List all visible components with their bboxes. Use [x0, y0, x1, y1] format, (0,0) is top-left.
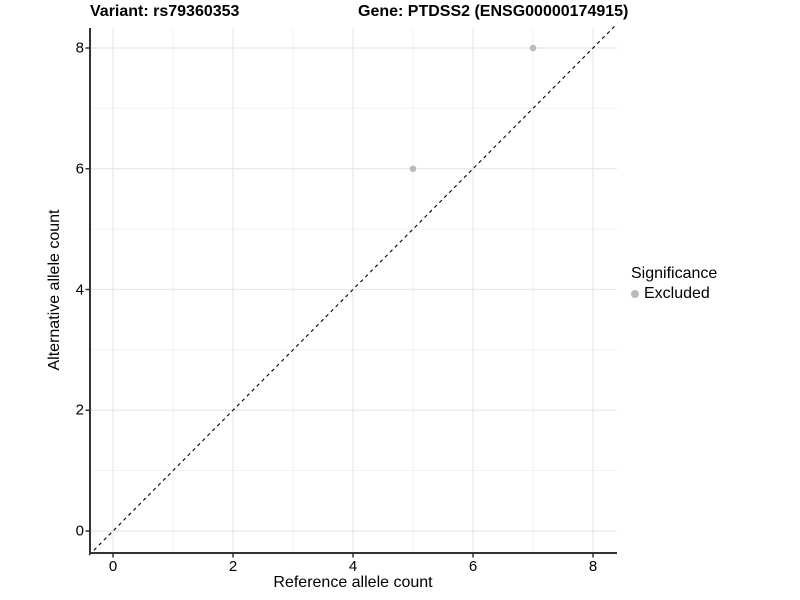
data-points — [409, 44, 537, 173]
excluded-point-icon — [631, 290, 639, 298]
identity-reference-line — [88, 23, 618, 556]
x-tick-label: 2 — [228, 558, 238, 575]
y-tick-label: 8 — [75, 39, 84, 57]
legend-entry-label: Excluded — [644, 285, 710, 302]
x-tick-label: 4 — [348, 558, 358, 575]
data-point — [409, 165, 417, 173]
data-point — [529, 44, 537, 52]
gene-title: Gene: PTDSS2 (ENSG00000174915) — [358, 3, 629, 20]
diagonal-line — [88, 23, 618, 556]
y-tick-label: 0 — [75, 522, 84, 540]
y-tick-label: 6 — [75, 160, 84, 178]
legend: Significance Excluded — [631, 265, 717, 303]
x-tick-label: 6 — [468, 558, 478, 575]
axis-tick-marks — [85, 47, 594, 558]
legend-title: Significance — [631, 265, 718, 282]
x-tick-label: 0 — [108, 558, 118, 575]
variant-title: Variant: rs79360353 — [90, 3, 240, 20]
y-axis-title: Alternative allele count — [46, 209, 63, 371]
x-axis-title: Reference allele count — [273, 574, 433, 591]
legend-entry-excluded: Excluded — [631, 285, 717, 303]
x-tick-label: 8 — [588, 558, 598, 575]
major-gridlines — [90, 28, 617, 553]
y-tick-label: 4 — [75, 281, 84, 298]
y-tick-label: 2 — [75, 401, 84, 419]
